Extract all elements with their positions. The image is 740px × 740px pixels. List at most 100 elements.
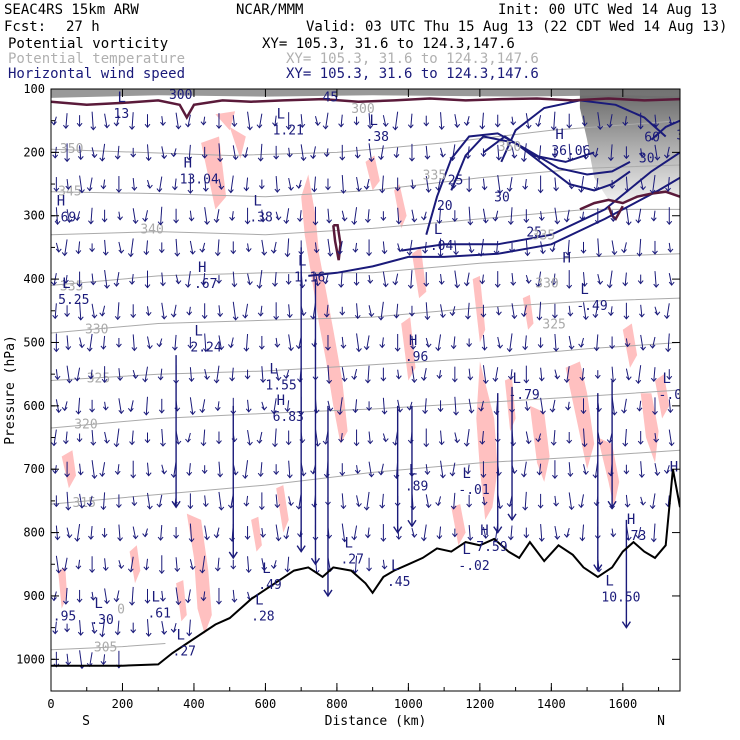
forecast-hour: 27 h [66,19,100,35]
wind-vector-head [363,185,370,190]
wind-vector-head [339,156,346,161]
wind-vector [653,523,656,542]
wind-vector-head [89,408,95,413]
wind-vector-head [578,343,584,348]
wind-vector [654,144,658,160]
wind-vector [90,207,93,224]
wind-vector [258,270,263,289]
wind-vector-head [131,186,138,191]
extremum-value: 1.21 [273,124,304,139]
wind-vector [298,179,302,189]
wind-vector [275,524,280,541]
wind-vector-head [639,153,645,158]
wind-vector-head [313,249,320,254]
wind-vector-head [79,504,85,509]
pv-shading-region [365,155,380,191]
wind-vector-head [553,502,559,507]
wind-vector-head [549,248,556,253]
wind-vector-head [356,503,362,508]
wind-vector [79,620,82,636]
wind-vector [356,333,360,352]
wind-vector-head [187,505,194,510]
extremum-value: .67 [194,277,217,292]
wind-vector [53,429,57,446]
wind-vector-head [639,473,645,478]
wind-vector [554,369,558,379]
wind-vector-head [540,410,546,415]
wind-vector [201,555,206,573]
extremum-letter: L [298,254,306,270]
pv-shading-region [640,393,659,463]
wind-vector-head [538,377,545,382]
wind-vector-head [256,124,263,129]
wind-vector [538,463,542,475]
init-time: Init: 00 UTC Wed 14 Aug 13 [498,2,718,18]
wind-vector [397,243,401,252]
wind-vector-head [368,473,375,478]
wind-vector [382,241,386,254]
wind-vector-head [353,121,360,126]
wind-vector-head [130,313,137,319]
wind-vector [438,526,442,539]
wind-vector [232,145,237,160]
wind-vector-head [536,316,543,321]
wind-vector-head [381,410,388,415]
wind-vector [339,240,343,255]
wind-vector-head [622,121,629,126]
wind-vector [356,303,359,319]
wind-vector [175,112,179,129]
x-tick-label: 1000 [394,697,423,711]
wind-vector-head [256,284,263,289]
wind-vector [382,433,387,442]
wind-vector-head [147,505,153,510]
extremum-marker: .95 [53,610,76,625]
wind-vector [132,496,135,506]
wind-vector [482,496,486,505]
wind-vector [480,238,484,256]
wind-vector [117,464,120,475]
wind-vector-head [116,188,122,193]
wind-vector [611,366,614,382]
wind-vector [397,399,401,412]
wind-vector [637,208,642,223]
wind-vector-head [90,596,97,601]
wind-vector-head [77,631,84,636]
wind-vector-head [274,188,281,193]
wind-vector [66,335,69,350]
wind-vector-head [510,121,517,126]
wind-vector-head [227,189,234,194]
wind-vector [274,115,277,126]
wind-vector-head [479,280,486,285]
wind-vector [217,557,220,571]
wind-vector-head [420,537,427,542]
wind-vector [339,397,343,415]
wind-vector-head [425,188,432,193]
wind-vector-head [170,153,177,158]
wind-vector [132,178,135,191]
wind-vector-head [425,343,432,348]
wind-vector-head [379,344,386,349]
wind-vector [525,274,530,284]
wind-vector-head [507,536,514,541]
wind-vector [230,337,234,348]
strong-wind-vector-head [228,551,238,560]
pv-shading-region [529,405,550,482]
wind-vector-head [507,220,514,226]
wind-vector-head [480,473,487,478]
wind-vector-head [667,409,674,414]
wind-vector-head [202,503,209,508]
wind-vector-head [437,408,444,413]
wind-vector [173,623,177,633]
wind-vector-head [300,472,307,477]
wind-vector-head [232,316,239,321]
wind-vector [653,367,656,382]
wind-vector-head [288,347,294,352]
wind-vector-head [496,311,502,316]
wind-vector [261,209,264,222]
wind-vector [285,208,290,224]
wind-vector-head [132,374,139,379]
wind-vector-head [354,469,361,474]
wind-vector-head [481,501,488,506]
wind-vector-head [536,156,543,161]
wind-vector-head [256,439,263,444]
